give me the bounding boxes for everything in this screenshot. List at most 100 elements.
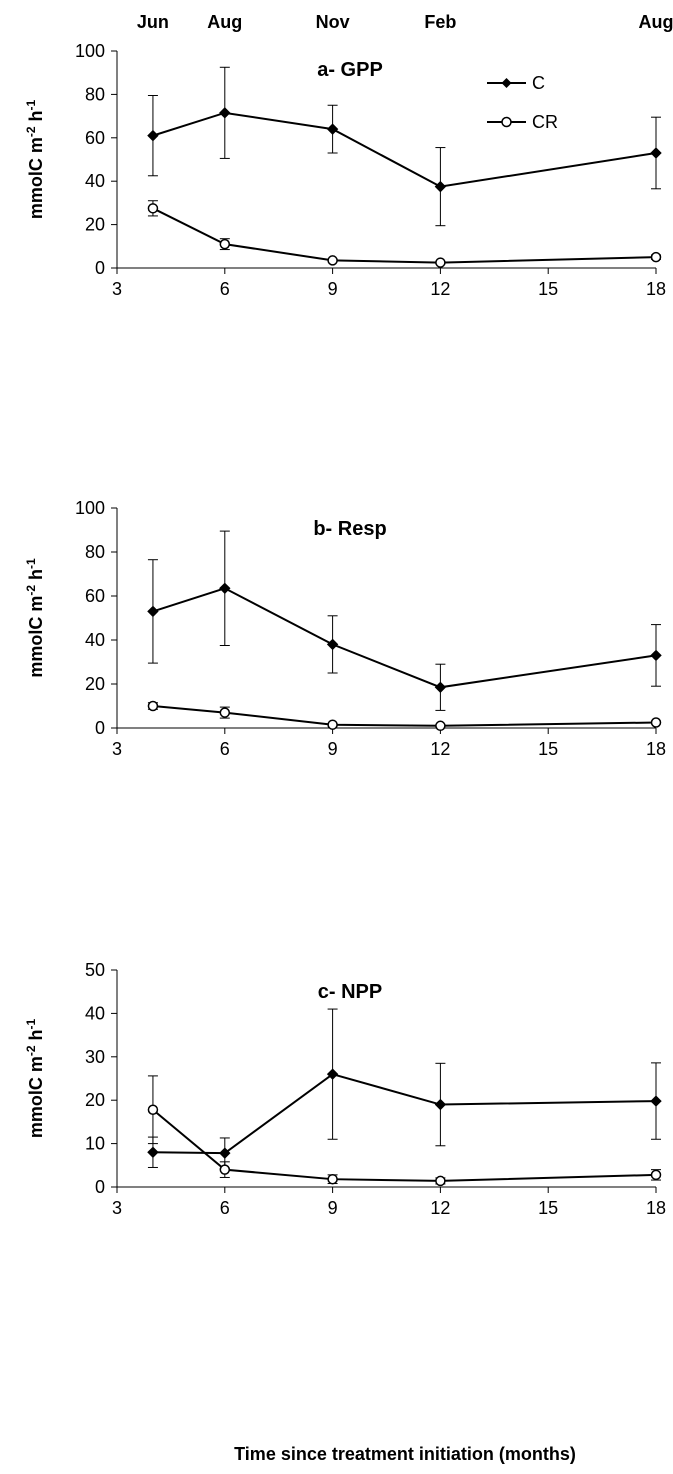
data-point-diamond — [650, 649, 662, 662]
y-axis-label-part: h — [26, 110, 46, 126]
x-tick-label: 12 — [430, 739, 450, 759]
data-point-circle — [219, 238, 231, 250]
x-tick-label: 12 — [430, 279, 450, 299]
data-point-diamond — [219, 582, 231, 595]
y-tick-label: 80 — [85, 84, 105, 104]
data-point-diamond — [650, 147, 662, 159]
panel: 0 10 20 30 40 50 3 6 9 12 15 18 mmolC m-2 h-1 c- NPP — [24, 960, 666, 1218]
data-point-circle — [435, 1175, 446, 1187]
data-point-diamond — [147, 1146, 159, 1158]
data-point-circle — [327, 1173, 338, 1185]
data-point-circle — [650, 717, 662, 728]
y-tick-label: 80 — [85, 542, 105, 562]
data-point-circle — [650, 251, 662, 263]
series-CR — [147, 1075, 662, 1187]
x-tick-label: 6 — [220, 279, 230, 299]
panel-title: b- Resp — [313, 518, 386, 540]
y-axis-label-part: mmolC m — [26, 596, 46, 678]
series-line — [152, 1073, 657, 1155]
y-axis-label-part: h — [26, 1029, 46, 1045]
data-point-diamond — [326, 1068, 339, 1080]
x-tick-label: 6 — [220, 739, 230, 759]
y-axis-label-part: -1 — [24, 1018, 38, 1029]
x-tick-label: 9 — [328, 279, 338, 299]
x-tick-label: 15 — [538, 279, 558, 299]
data-point-circle — [650, 1169, 662, 1181]
data-point-circle — [435, 257, 446, 268]
data-point-circle — [435, 720, 446, 732]
y-tick-label: 40 — [85, 630, 105, 650]
y-tick-label: 50 — [85, 960, 105, 980]
data-point-diamond — [219, 107, 231, 119]
series-CR — [147, 700, 662, 732]
y-tick-label: 20 — [85, 215, 105, 235]
y-tick-label: 60 — [85, 586, 105, 606]
data-point-diamond — [147, 129, 159, 142]
x-tick-label: 6 — [220, 1198, 230, 1218]
y-tick-label: 20 — [85, 1090, 105, 1110]
x-tick-label: 9 — [328, 1198, 338, 1218]
legend-marker-cr — [501, 116, 512, 128]
x-tick-label: 3 — [112, 279, 122, 299]
data-point-circle — [147, 700, 159, 712]
series-C — [147, 530, 662, 711]
data-point-circle — [147, 203, 159, 214]
y-tick-label: 30 — [85, 1047, 105, 1067]
y-axis-label-part: -2 — [24, 1045, 38, 1056]
series-C — [147, 1008, 662, 1169]
x-axis-title: Time since treatment initiation (months) — [234, 1444, 576, 1464]
panel: 0 20 40 60 80 100 3 6 9 12 15 18 mmolC m-2 h-1 a- GPP… — [24, 41, 666, 299]
x-tick-label: 12 — [430, 1198, 450, 1218]
data-point-circle — [327, 255, 338, 266]
y-axis-label-part: -2 — [24, 585, 38, 596]
y-axis-label-part: mmolC m — [26, 1056, 46, 1138]
data-point-diamond — [219, 1147, 231, 1159]
y-axis-label: mmolC m-2 h-1 — [24, 99, 46, 219]
x-tick-label: 3 — [112, 1198, 122, 1218]
legend-label-cr: CR — [532, 112, 558, 132]
month-label: Nov — [316, 12, 350, 32]
data-point-circle — [327, 719, 338, 730]
x-tick-label: 18 — [646, 279, 666, 299]
y-tick-label: 60 — [85, 128, 105, 148]
data-point-diamond — [326, 638, 339, 651]
y-tick-label: 0 — [95, 1177, 105, 1197]
month-label: Jun — [137, 12, 169, 32]
y-axis-label: mmolC m-2 h-1 — [24, 558, 46, 678]
series-line — [152, 207, 657, 264]
x-tick-label: 18 — [646, 1198, 666, 1218]
y-tick-label: 0 — [95, 718, 105, 738]
y-axis-label-part: -1 — [24, 558, 38, 569]
panel: 0 20 40 60 80 100 3 6 9 12 15 18 mmolC m-2 h-1 b- Res… — [24, 498, 666, 759]
series-line — [152, 587, 657, 689]
data-point-circle — [147, 1104, 159, 1115]
month-label: Aug — [207, 12, 242, 32]
legend-label-c: C — [532, 73, 545, 93]
x-tick-label: 9 — [328, 739, 338, 759]
data-point-diamond — [326, 123, 339, 135]
y-tick-label: 20 — [85, 674, 105, 694]
x-tick-label: 15 — [538, 739, 558, 759]
data-point-diamond — [434, 1098, 447, 1111]
data-point-diamond — [147, 605, 159, 618]
y-axis-label-part: h — [26, 569, 46, 585]
y-tick-label: 100 — [75, 498, 105, 518]
month-label: Aug — [639, 12, 673, 32]
month-labels: Jun Aug Nov Feb Aug — [137, 12, 673, 32]
month-label: Feb — [424, 12, 456, 32]
x-tick-label: 3 — [112, 739, 122, 759]
y-axis-label-part: -2 — [24, 126, 38, 137]
panel-title: c- NPP — [318, 981, 382, 1003]
y-axis-label-part: -1 — [24, 99, 38, 110]
legend: C CR — [487, 73, 558, 132]
x-tick-label: 18 — [646, 739, 666, 759]
y-tick-label: 40 — [85, 171, 105, 191]
y-axis-label-part: mmolC m — [26, 137, 46, 219]
series-line — [152, 111, 657, 188]
y-tick-label: 10 — [85, 1134, 105, 1154]
y-tick-label: 0 — [95, 258, 105, 278]
data-point-diamond — [434, 180, 447, 193]
y-tick-label: 40 — [85, 1003, 105, 1023]
data-point-diamond — [434, 681, 447, 694]
